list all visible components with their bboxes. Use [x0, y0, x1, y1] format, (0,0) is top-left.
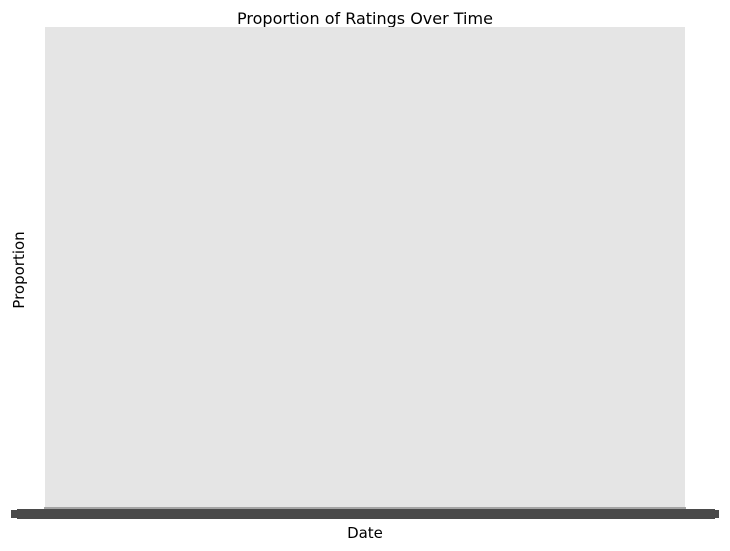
x-tick-label-fragment [712, 510, 719, 518]
plot-area [45, 27, 685, 507]
y-axis-label: Proportion [10, 231, 28, 308]
x-tick-label-fragment [11, 510, 19, 518]
x-axis-label: Date [347, 524, 383, 542]
x-tick-marks [44, 507, 686, 510]
chart-title: Proportion of Ratings Over Time [237, 9, 493, 28]
x-tick-label-block [17, 509, 715, 519]
x-tick-label-band [11, 507, 719, 519]
